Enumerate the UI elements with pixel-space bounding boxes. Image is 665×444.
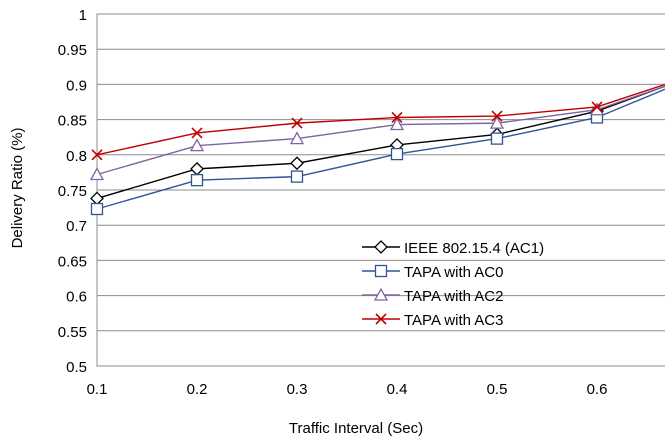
data-point-square xyxy=(290,170,304,183)
x-marker-stroke xyxy=(391,111,403,124)
x-tick-label: 0.3 xyxy=(287,381,308,398)
data-point-triangle xyxy=(489,115,505,129)
data-point-x xyxy=(391,111,403,124)
x-marker-stroke xyxy=(591,101,603,113)
legend-label: TAPA with AC2 xyxy=(404,288,504,305)
series-3 xyxy=(91,83,665,161)
data-point-diamond xyxy=(290,156,304,171)
data-point-square xyxy=(90,202,104,216)
legend-label: TAPA with AC3 xyxy=(404,312,504,329)
data-point-x xyxy=(291,117,303,129)
series-line xyxy=(96,85,665,176)
x-axis-label: Traffic Interval (Sec) xyxy=(289,420,423,437)
x-tick-label: 0.5 xyxy=(487,381,508,398)
x-marker-stroke xyxy=(191,127,203,139)
x-marker-stroke xyxy=(91,149,103,161)
x-marker-stroke xyxy=(375,313,387,325)
y-tick-label: 0.6 xyxy=(66,289,87,306)
x-marker-stroke xyxy=(291,117,303,129)
data-point-x xyxy=(591,101,603,113)
y-tick-label: 0.7 xyxy=(66,218,87,235)
legend-label: IEEE 802.15.4 (AC1) xyxy=(404,240,544,257)
data-point-triangle xyxy=(373,287,389,301)
legend-item: TAPA with AC0 xyxy=(362,264,504,281)
series-1 xyxy=(90,88,665,216)
plot-area xyxy=(96,13,665,367)
series-0 xyxy=(90,85,665,206)
y-tick-label: 0.55 xyxy=(58,324,87,341)
data-point-x xyxy=(375,313,387,325)
x-tick-label: 0.6 xyxy=(587,381,608,398)
data-point-triangle xyxy=(189,138,205,152)
data-point-diamond xyxy=(190,161,204,176)
y-tick-label: 0.75 xyxy=(58,183,87,200)
data-point-square xyxy=(374,264,388,278)
series-line xyxy=(96,88,665,210)
y-tick-label: 1 xyxy=(79,7,87,24)
data-point-x xyxy=(191,127,203,139)
legend-item: TAPA with AC3 xyxy=(362,312,504,329)
legend-label: TAPA with AC0 xyxy=(404,264,504,281)
data-point-square xyxy=(390,147,404,161)
legend-item: IEEE 802.15.4 (AC1) xyxy=(362,240,544,257)
y-axis-tick-labels: 0.5 0.55 0.6 0.65 0.7 0.75 0.8 0.85 0.9 0.95 1 xyxy=(58,7,87,376)
data-point-x xyxy=(91,149,103,161)
y-tick-label: 0.95 xyxy=(58,42,87,59)
data-point-diamond xyxy=(374,240,388,254)
series-line xyxy=(96,85,665,200)
data-point-triangle xyxy=(289,131,305,145)
y-tick-label: 0.9 xyxy=(66,77,87,94)
x-tick-label: 0.4 xyxy=(387,381,408,398)
y-tick-label: 0.5 xyxy=(66,359,87,376)
data-point-x xyxy=(491,110,503,122)
series-line xyxy=(96,83,665,156)
legend-item: TAPA with AC2 xyxy=(362,287,504,305)
data-point-diamond xyxy=(90,191,104,206)
series-layer xyxy=(89,83,665,216)
y-tick-label: 0.8 xyxy=(66,148,87,165)
y-axis-label: Delivery Ratio (%) xyxy=(9,128,26,249)
x-marker-stroke xyxy=(491,110,503,122)
x-tick-label: 0.2 xyxy=(187,381,208,398)
data-point-triangle xyxy=(389,117,405,131)
gridlines xyxy=(97,13,665,367)
y-tick-label: 0.85 xyxy=(58,113,87,130)
x-axis-tick-labels: 0.10.20.30.40.50.60.70.8 xyxy=(87,381,608,398)
data-point-square xyxy=(190,173,204,187)
x-tick-label: 0.1 xyxy=(87,381,108,398)
data-point-square xyxy=(490,132,504,145)
y-tick-label: 0.65 xyxy=(58,253,87,270)
legend: IEEE 802.15.4 (AC1) TAPA with AC0 TAPA wit… xyxy=(362,240,544,329)
data-point-triangle xyxy=(89,167,105,181)
series-2 xyxy=(89,85,665,181)
